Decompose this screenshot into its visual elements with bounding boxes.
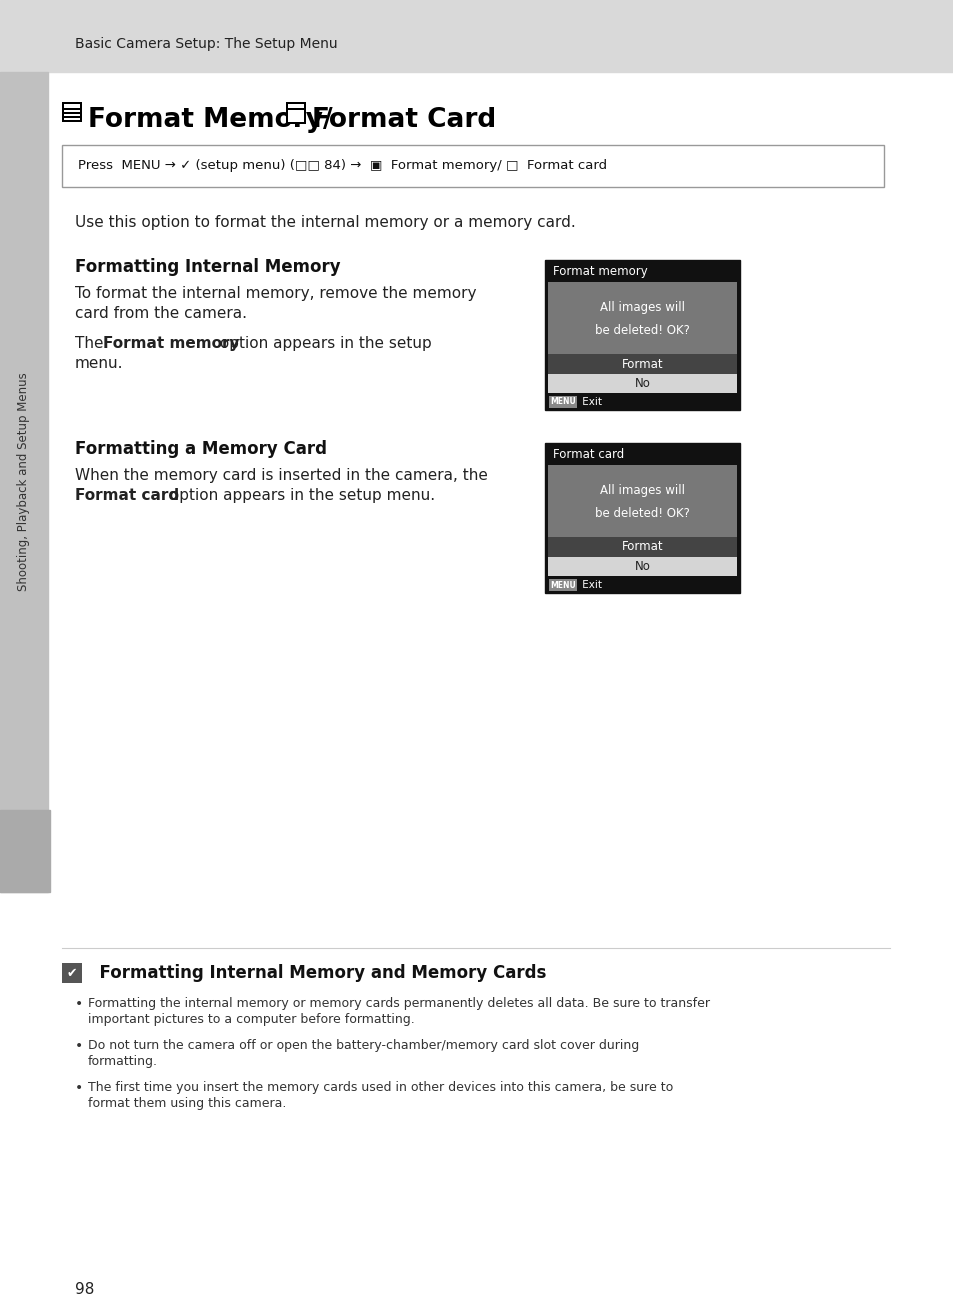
Bar bbox=[62, 102, 82, 122]
Text: Shooting, Playback and Setup Menus: Shooting, Playback and Setup Menus bbox=[17, 373, 30, 591]
Bar bbox=[0, 809, 50, 892]
Bar bbox=[547, 465, 737, 537]
Bar bbox=[288, 110, 304, 122]
Text: Formatting Internal Memory and Memory Cards: Formatting Internal Memory and Memory Ca… bbox=[88, 964, 546, 982]
Text: ✔: ✔ bbox=[67, 967, 77, 979]
Text: All images will: All images will bbox=[599, 484, 684, 497]
Text: No: No bbox=[634, 560, 650, 573]
Bar bbox=[547, 353, 737, 374]
Text: All images will: All images will bbox=[599, 301, 684, 314]
Text: Use this option to format the internal memory or a memory card.: Use this option to format the internal m… bbox=[75, 215, 576, 230]
Text: The: The bbox=[75, 336, 109, 351]
Text: The first time you insert the memory cards used in other devices into this camer: The first time you insert the memory car… bbox=[88, 1081, 673, 1095]
Bar bbox=[548, 579, 577, 591]
Bar bbox=[0, 72, 48, 892]
Text: option appears in the setup: option appears in the setup bbox=[214, 336, 432, 351]
Bar bbox=[62, 145, 883, 187]
Text: •: • bbox=[75, 1081, 83, 1095]
Bar bbox=[544, 443, 740, 593]
Text: important pictures to a computer before formatting.: important pictures to a computer before … bbox=[88, 1013, 415, 1026]
Text: Basic Camera Setup: The Setup Menu: Basic Camera Setup: The Setup Menu bbox=[75, 37, 337, 51]
Text: menu.: menu. bbox=[75, 356, 123, 371]
Text: Press  MENU → ✓ (setup menu) (□□ 84) →  ▣  Format memory/ □  Format card: Press MENU → ✓ (setup menu) (□□ 84) → ▣ … bbox=[78, 159, 606, 172]
Bar bbox=[547, 557, 737, 576]
Text: To format the internal memory, remove the memory: To format the internal memory, remove th… bbox=[75, 286, 476, 301]
Text: Format card: Format card bbox=[553, 448, 623, 460]
Text: •: • bbox=[75, 997, 83, 1010]
Text: Format card: Format card bbox=[75, 487, 179, 503]
Text: MENU: MENU bbox=[550, 398, 576, 406]
Bar bbox=[547, 374, 737, 393]
Bar bbox=[62, 963, 82, 983]
Text: be deleted! OK?: be deleted! OK? bbox=[595, 507, 689, 520]
Bar bbox=[64, 110, 80, 112]
Bar bbox=[0, 0, 953, 72]
Text: Do not turn the camera off or open the battery-chamber/memory card slot cover du: Do not turn the camera off or open the b… bbox=[88, 1039, 639, 1053]
Bar bbox=[547, 283, 737, 353]
Text: Format: Format bbox=[621, 357, 662, 371]
Text: formatting.: formatting. bbox=[88, 1055, 158, 1068]
Text: •: • bbox=[75, 1039, 83, 1053]
Text: Format Memory/: Format Memory/ bbox=[88, 106, 333, 133]
Text: Formatting a Memory Card: Formatting a Memory Card bbox=[75, 440, 327, 459]
Bar bbox=[547, 537, 737, 557]
Text: format them using this camera.: format them using this camera. bbox=[88, 1097, 286, 1110]
Text: Format memory: Format memory bbox=[103, 336, 239, 351]
Bar bbox=[286, 102, 306, 124]
Text: When the memory card is inserted in the camera, the: When the memory card is inserted in the … bbox=[75, 468, 487, 484]
Text: card from the camera.: card from the camera. bbox=[75, 306, 247, 321]
Text: Formatting Internal Memory: Formatting Internal Memory bbox=[75, 258, 340, 276]
Text: Format: Format bbox=[621, 540, 662, 553]
Text: Exit: Exit bbox=[578, 397, 601, 407]
Text: Formatting the internal memory or memory cards permanently deletes all data. Be : Formatting the internal memory or memory… bbox=[88, 997, 709, 1010]
Text: option appears in the setup menu.: option appears in the setup menu. bbox=[165, 487, 435, 503]
Text: Exit: Exit bbox=[578, 579, 601, 590]
Bar bbox=[288, 104, 304, 108]
Text: be deleted! OK?: be deleted! OK? bbox=[595, 325, 689, 338]
Bar bbox=[64, 114, 80, 116]
Bar bbox=[544, 260, 740, 410]
Text: Format Card: Format Card bbox=[312, 106, 496, 133]
Bar bbox=[64, 104, 80, 108]
Bar bbox=[548, 396, 577, 409]
Text: MENU: MENU bbox=[550, 581, 576, 590]
Text: 98: 98 bbox=[75, 1282, 94, 1297]
Text: No: No bbox=[634, 377, 650, 390]
Bar bbox=[64, 118, 80, 120]
Text: Format memory: Format memory bbox=[553, 264, 647, 277]
